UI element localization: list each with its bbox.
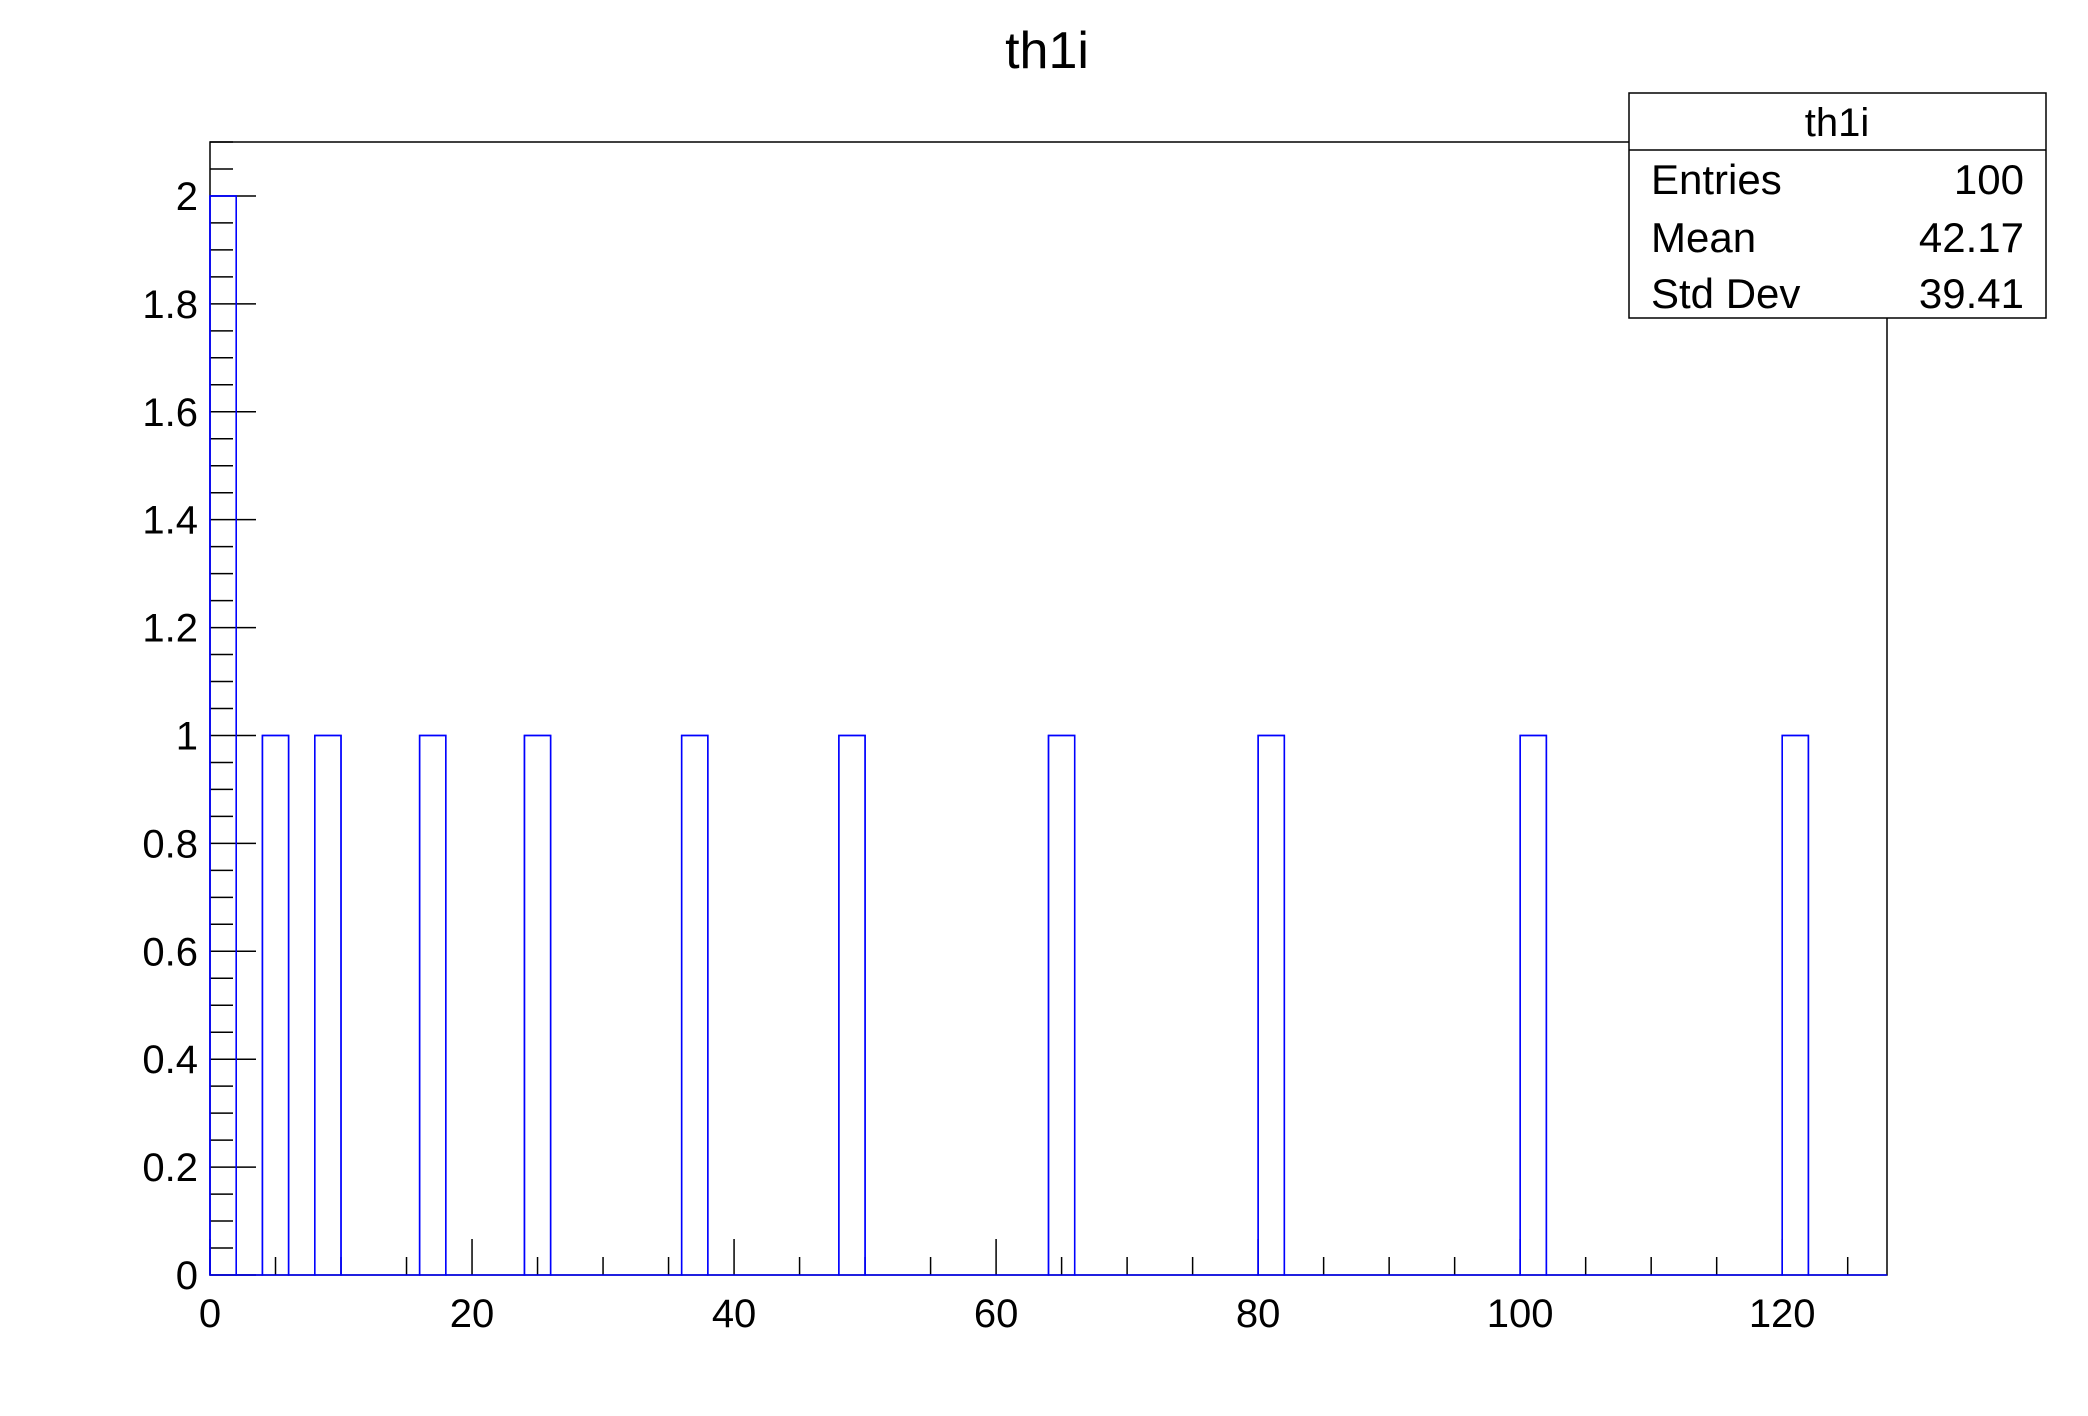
y-tick-label: 0.4	[142, 1038, 198, 1082]
x-tick-label: 60	[974, 1292, 1019, 1336]
x-tick-label: 40	[712, 1292, 757, 1336]
stats-title: th1i	[1805, 101, 1870, 145]
y-tick-label: 0	[176, 1254, 198, 1298]
histogram	[209, 195, 1887, 1276]
histogram-bin	[261, 734, 290, 1276]
stats-value-stddev: 39.41	[1919, 270, 2024, 317]
y-tick-label: 1.2	[142, 607, 198, 651]
stats-box: th1i Entries 100 Mean 42.17 Std Dev 39.4…	[1628, 92, 2047, 319]
y-tick-label: 1	[176, 714, 198, 758]
histogram-bin	[680, 734, 709, 1276]
histogram-bin	[209, 195, 237, 1276]
chart-title: th1i	[1005, 22, 1089, 80]
stats-label-entries: Entries	[1651, 156, 1782, 203]
histogram-bin	[314, 734, 342, 1276]
stats-label-mean: Mean	[1651, 214, 1756, 261]
y-tick-label: 1.6	[142, 391, 198, 435]
y-tick-label: 0.6	[142, 930, 198, 974]
stats-box-frame	[1628, 92, 2047, 319]
histogram-bin	[1519, 734, 1548, 1276]
histogram-bin	[1781, 734, 1810, 1276]
histogram-bin	[418, 734, 447, 1276]
histogram-bin	[838, 734, 866, 1276]
axes: 00.20.40.60.811.21.41.61.820 20 40 60 80 100 1…	[142, 141, 1888, 1336]
y-tick-label: 0.8	[142, 822, 198, 866]
histogram-bin	[1257, 734, 1286, 1276]
y-tick-label: 1.4	[142, 499, 198, 543]
stats-value-entries: 100	[1954, 156, 2024, 203]
x-tick-label: 0	[199, 1292, 221, 1336]
histogram-bin	[1047, 734, 1076, 1276]
histogram-bin	[523, 734, 552, 1276]
y-tick-label: 0.2	[142, 1146, 198, 1190]
x-tick-label: 100	[1487, 1292, 1554, 1336]
y-tick-label: 1.8	[142, 283, 198, 327]
x-tick-label: 20	[450, 1292, 495, 1336]
x-tick-label: 120	[1749, 1292, 1816, 1336]
stats-value-mean: 42.17	[1919, 214, 2024, 261]
x-tick-label: 80	[1236, 1292, 1281, 1336]
stats-label-stddev: Std Dev	[1651, 270, 1800, 317]
y-tick-label: 2	[176, 175, 198, 219]
